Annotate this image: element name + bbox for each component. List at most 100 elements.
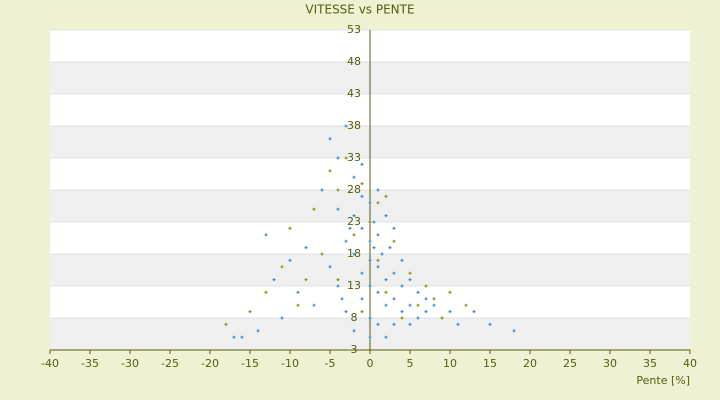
point [264, 233, 268, 237]
point [360, 182, 364, 186]
point [256, 329, 260, 333]
point [272, 278, 276, 282]
point [304, 246, 308, 250]
point [448, 310, 452, 314]
point [352, 329, 356, 333]
point [320, 188, 324, 192]
point [304, 278, 308, 282]
point [328, 265, 332, 269]
point [512, 329, 516, 333]
point [352, 233, 356, 237]
point [312, 207, 316, 211]
point [408, 322, 412, 326]
point [368, 201, 372, 205]
x-tick-label: 25 [563, 357, 577, 370]
point [416, 316, 420, 320]
point [400, 316, 404, 320]
point [416, 303, 420, 307]
point [320, 252, 324, 256]
point [416, 290, 420, 294]
y-tick-label: 43 [347, 87, 361, 100]
y-tick-label: 28 [347, 183, 361, 196]
point [372, 220, 376, 224]
point [376, 290, 380, 294]
point [400, 284, 404, 288]
point [392, 226, 396, 230]
x-tick-label: -30 [121, 357, 139, 370]
point [328, 169, 332, 173]
point [376, 322, 380, 326]
point [248, 310, 252, 314]
point [344, 310, 348, 314]
y-tick-label: 18 [347, 247, 361, 260]
point [432, 303, 436, 307]
point [224, 322, 228, 326]
point [392, 271, 396, 275]
point [296, 290, 300, 294]
point [384, 278, 388, 282]
point [240, 335, 244, 339]
point [392, 297, 396, 301]
point [232, 335, 236, 339]
point [372, 246, 376, 250]
point [384, 290, 388, 294]
point [448, 290, 452, 294]
point [288, 258, 292, 262]
point [336, 284, 340, 288]
y-tick-label: 23 [347, 215, 361, 228]
point [376, 188, 380, 192]
x-tick-label: -25 [161, 357, 179, 370]
point [400, 258, 404, 262]
x-tick-label: -35 [81, 357, 99, 370]
point [408, 271, 412, 275]
point [376, 265, 380, 269]
point [400, 310, 404, 314]
x-tick-label: 15 [483, 357, 497, 370]
point [336, 207, 340, 211]
point [456, 322, 460, 326]
point [408, 303, 412, 307]
x-tick-label: 0 [367, 357, 374, 370]
y-tick-label: 3 [351, 343, 358, 356]
point [360, 226, 364, 230]
y-tick-label: 33 [347, 151, 361, 164]
point [376, 233, 380, 237]
x-tick-label: 35 [643, 357, 657, 370]
x-axis-label: Pente [%] [636, 374, 690, 387]
point [344, 156, 348, 160]
point [424, 310, 428, 314]
point [424, 284, 428, 288]
point [280, 316, 284, 320]
point [368, 316, 372, 320]
point [288, 226, 292, 230]
point [384, 303, 388, 307]
point [388, 246, 392, 250]
point [392, 322, 396, 326]
point [360, 310, 364, 314]
y-tick-label: 13 [347, 279, 361, 292]
point [368, 258, 372, 262]
point [360, 162, 364, 166]
point [336, 156, 340, 160]
point [344, 239, 348, 243]
point [296, 303, 300, 307]
point [384, 214, 388, 218]
point [488, 322, 492, 326]
x-tick-label: 10 [443, 357, 457, 370]
y-tick-label: 38 [347, 119, 361, 132]
point [380, 252, 384, 256]
point [424, 297, 428, 301]
point [264, 290, 268, 294]
point [376, 201, 380, 205]
y-tick-label: 48 [347, 55, 361, 68]
x-tick-label: -15 [241, 357, 259, 370]
point [348, 226, 352, 230]
point [344, 124, 348, 128]
x-tick-label: 20 [523, 357, 537, 370]
point [368, 220, 372, 224]
point [464, 303, 468, 307]
point [360, 194, 364, 198]
point [368, 284, 372, 288]
point [352, 175, 356, 179]
